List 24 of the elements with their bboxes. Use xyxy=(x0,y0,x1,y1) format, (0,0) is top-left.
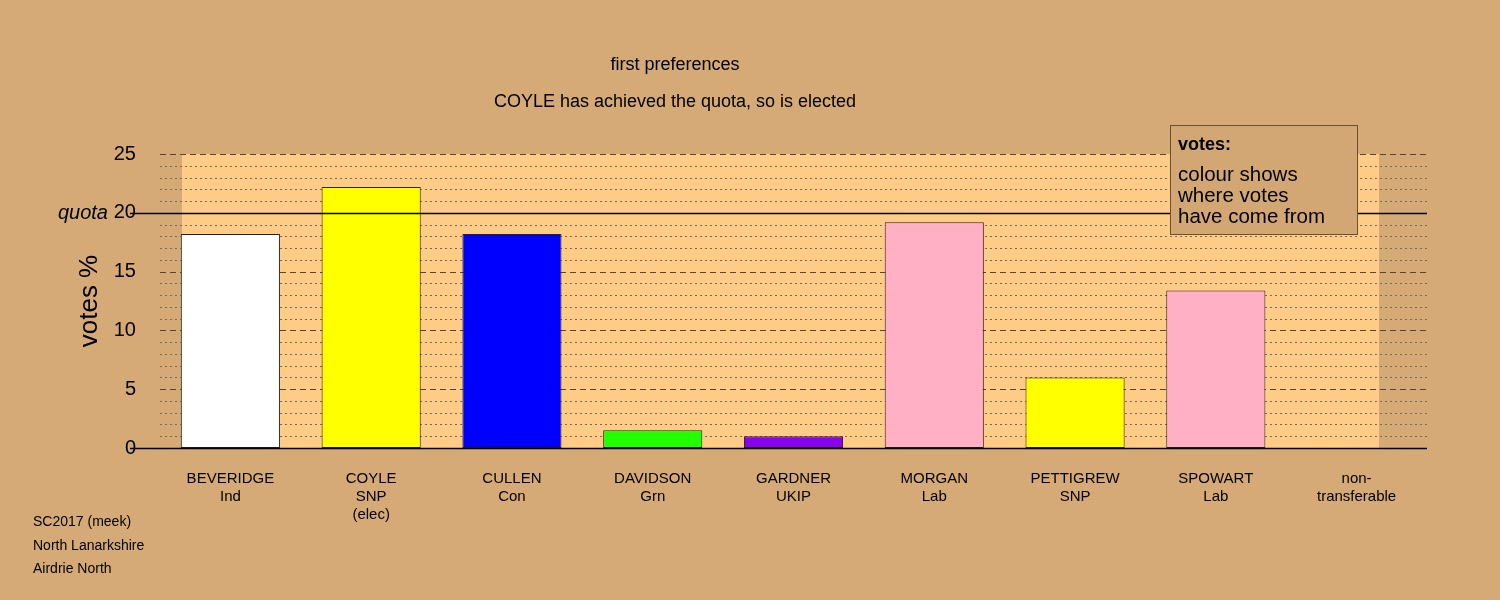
text: Airdrie North xyxy=(33,559,113,578)
chart-subtitle: COYLE has achieved the quota, so is elected xyxy=(493,90,857,111)
ref-line-label: quota xyxy=(57,201,108,224)
y-tick-label: 20 xyxy=(113,200,136,223)
x-tick-label: SPOWART Lab xyxy=(1178,469,1254,505)
y-tick-label: 25 xyxy=(113,141,136,164)
chart-title: first preferences xyxy=(610,53,740,74)
x-tick-label: GARDNER UKIP xyxy=(755,469,832,505)
x-tick-label: COYLE SNP (elec) xyxy=(345,469,397,523)
x-tick-label: CULLEN Con xyxy=(482,469,542,505)
x-tick-label: non- transferable xyxy=(1317,469,1397,505)
text: SC2017 (meek) xyxy=(33,512,133,531)
annotation: colour shows where votes have come from xyxy=(1178,162,1325,227)
y-tick-label: 0 xyxy=(124,435,136,458)
y-tick-label: 5 xyxy=(124,376,136,399)
x-tick-label: MORGAN Lab xyxy=(900,469,969,505)
text: North Lanarkshire xyxy=(33,535,145,555)
y-tick-label: 10 xyxy=(113,317,136,340)
legend-title: votes: xyxy=(1178,134,1232,155)
x-tick-label: BEVERIDGE Ind xyxy=(186,469,275,505)
x-tick-label: DAVIDSON Grn xyxy=(614,469,692,505)
y-tick-label: 15 xyxy=(113,259,136,282)
x-tick-label: PETTIGREW SNP xyxy=(1030,469,1121,505)
y-axis-title: votes % xyxy=(73,254,104,348)
